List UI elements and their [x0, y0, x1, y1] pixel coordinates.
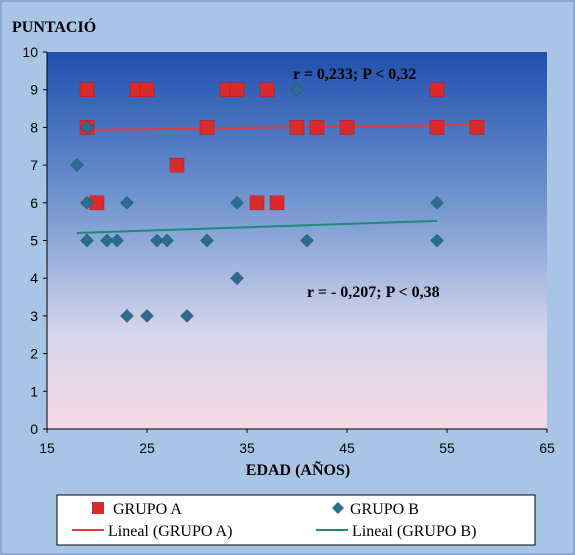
y-tick-label: 6 — [30, 195, 38, 211]
legend-label-group-b: GRUPO B — [350, 501, 419, 518]
legend-label-lineal-b: Lineal (GRUPO B) — [352, 523, 476, 540]
annotation-group-b: r = - 0,207; P < 0,38 — [307, 284, 440, 301]
legend-marker-group-b — [332, 502, 344, 514]
point-group-a — [309, 120, 325, 135]
point-group-b — [430, 195, 444, 210]
y-tick-label: 0 — [30, 421, 38, 437]
x-tick-label: 15 — [39, 440, 55, 456]
point-group-b — [300, 233, 314, 248]
point-group-b — [290, 82, 304, 97]
trendline-group-a — [86, 123, 478, 132]
legend: GRUPO A GRUPO B Lineal (GRUPO A) Lineal … — [56, 494, 536, 546]
y-axis-title: PUNTACIÓ — [12, 17, 96, 36]
point-group-b — [180, 309, 194, 323]
point-group-a — [429, 82, 445, 97]
x-tick-label: 65 — [539, 440, 555, 456]
point-group-a — [289, 120, 305, 135]
y-tick-label: 10 — [22, 44, 38, 60]
point-group-a — [79, 82, 95, 97]
point-group-a — [339, 120, 355, 135]
y-tick-label: 8 — [30, 119, 38, 135]
plot-area — [47, 52, 547, 429]
point-group-b — [80, 195, 94, 210]
x-tick-label: 25 — [139, 440, 155, 456]
point-group-a — [469, 120, 485, 135]
point-group-b — [230, 195, 244, 210]
point-group-b — [120, 195, 134, 210]
point-group-b — [230, 271, 244, 286]
x-axis-title: EDAD (AÑOS) — [246, 460, 350, 479]
legend-box — [56, 494, 536, 546]
point-group-a — [269, 195, 285, 211]
y-tick-label: 9 — [30, 82, 38, 98]
x-tick-label: 45 — [339, 440, 355, 456]
y-tick-label: 1 — [30, 383, 38, 399]
point-group-b — [70, 158, 84, 172]
y-tick-label: 4 — [30, 270, 38, 286]
trendlines — [76, 123, 478, 234]
y-tick-label: 7 — [30, 157, 38, 173]
y-tick-label: 2 — [30, 346, 38, 362]
point-group-a — [169, 157, 185, 173]
point-group-b — [140, 309, 154, 323]
annotation-group-a: r = 0,233; P < 0,32 — [293, 66, 416, 83]
point-group-b — [160, 233, 174, 248]
point-group-b — [100, 233, 114, 248]
y-tick-label: 3 — [30, 308, 38, 324]
point-group-b — [120, 309, 134, 323]
point-group-a — [259, 82, 275, 97]
point-group-a — [229, 82, 245, 97]
x-tick-label: 55 — [439, 440, 455, 456]
trendline-group-b — [76, 219, 438, 234]
legend-marker-group-a — [92, 502, 104, 514]
point-group-b — [80, 233, 94, 248]
point-group-b — [80, 120, 94, 135]
y-tick-label: 5 — [30, 233, 38, 249]
legend-label-group-a: GRUPO A — [113, 501, 182, 518]
point-group-b — [200, 233, 214, 248]
data-points — [70, 82, 485, 323]
point-group-a — [249, 195, 265, 211]
point-group-b — [430, 233, 444, 248]
point-group-a — [199, 120, 215, 135]
legend-label-lineal-a: Lineal (GRUPO A) — [108, 523, 232, 540]
point-group-b — [150, 233, 164, 248]
point-group-a — [139, 82, 155, 97]
x-tick-label: 35 — [239, 440, 255, 456]
point-group-a — [429, 120, 445, 135]
point-group-b — [110, 233, 124, 248]
